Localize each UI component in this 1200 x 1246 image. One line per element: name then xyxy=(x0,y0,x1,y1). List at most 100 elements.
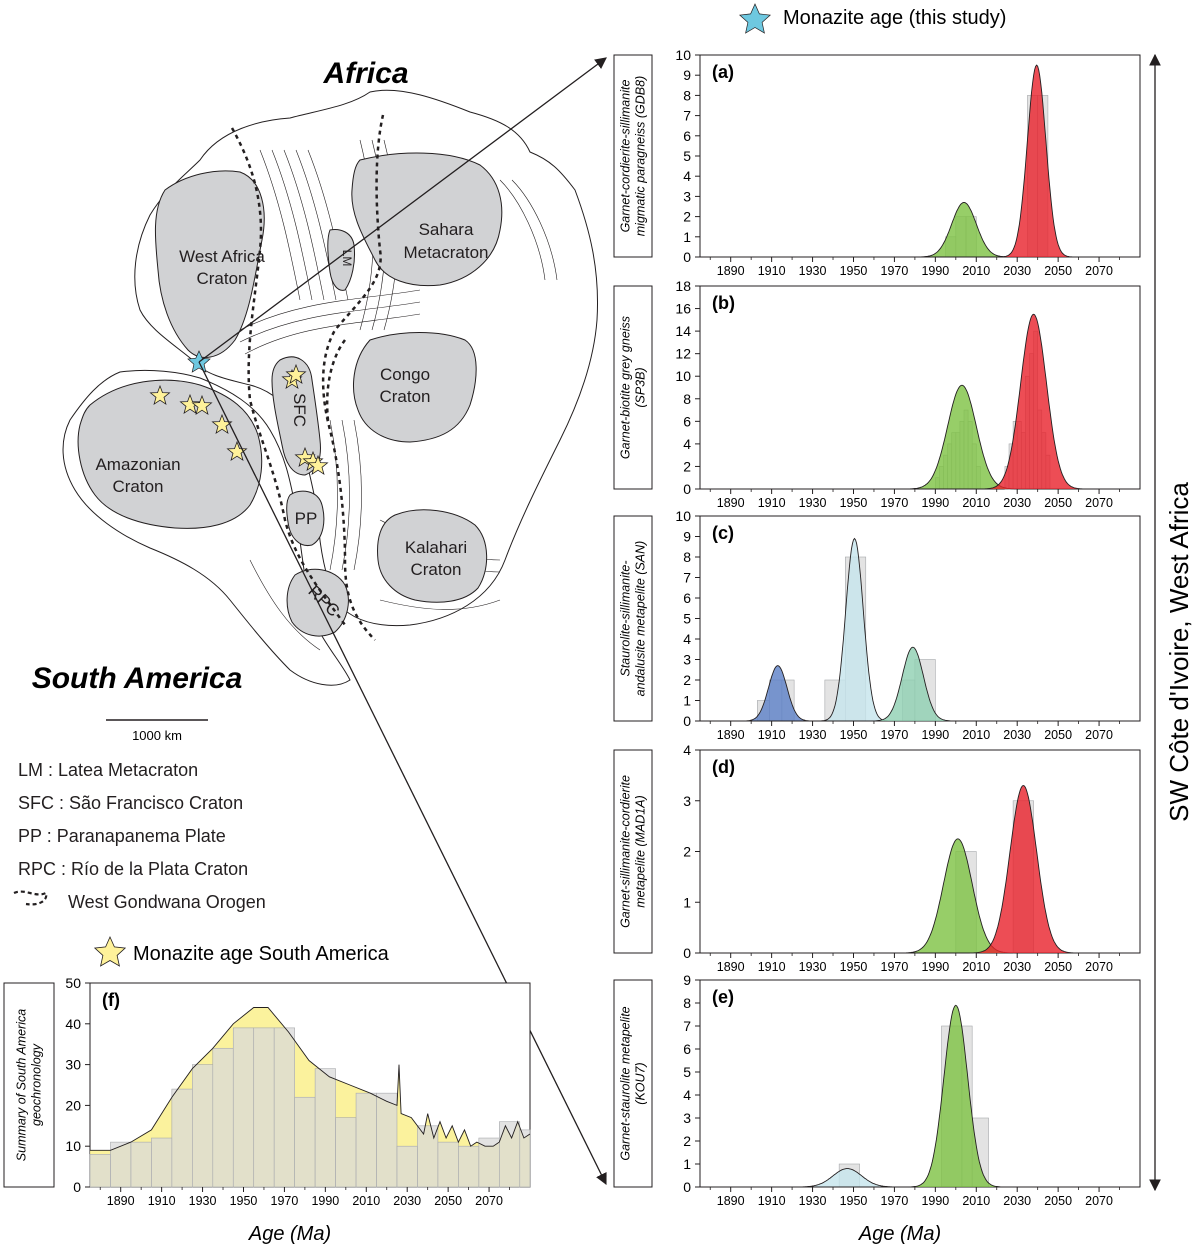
x-tick-label: 1950 xyxy=(840,1194,868,1208)
ylabel-box xyxy=(3,982,55,1188)
x-tick-label: 1890 xyxy=(717,496,745,510)
density-area-red xyxy=(700,785,1140,953)
y-axis-label: (KOU7) xyxy=(634,1062,648,1104)
y-tick-label: 3 xyxy=(683,793,691,809)
legend-this-study: Monazite age (this study) xyxy=(738,3,1006,34)
y-tick-label: 8 xyxy=(683,995,691,1011)
x-tick-label: 1910 xyxy=(758,264,786,278)
histogram-bar xyxy=(151,1137,173,1188)
histogram-bar xyxy=(499,1121,521,1188)
histogram-bar xyxy=(458,1145,480,1188)
histogram-bar xyxy=(478,1137,500,1188)
ylabel-box xyxy=(613,749,653,954)
x-tick-label: 1910 xyxy=(148,1194,176,1208)
blue-star-icon xyxy=(738,3,772,34)
legend-south-america: Monazite age South America xyxy=(93,936,390,967)
histogram-bar xyxy=(89,1154,111,1188)
y-axis-label: Summary of South America xyxy=(15,1009,29,1161)
x-tick-label: 1950 xyxy=(840,496,868,510)
density-curve-teal xyxy=(700,646,1140,722)
y-tick-label: 3 xyxy=(683,1110,691,1126)
plot-frame xyxy=(699,749,1141,954)
density-curve-red xyxy=(700,785,1140,954)
x-tick-label: 2070 xyxy=(475,1194,503,1208)
x-tick-label: 1950 xyxy=(840,264,868,278)
legend-south-america-label: Monazite age South America xyxy=(133,943,390,965)
abbr-rpc: RPC : Río de la Plata Craton xyxy=(18,859,248,879)
histogram-bar xyxy=(192,1064,214,1188)
label-pp: PP xyxy=(295,509,318,528)
kalahari-craton xyxy=(377,509,488,603)
legend-this-study-label: Monazite age (this study) xyxy=(783,7,1006,29)
x-tick-label: 2010 xyxy=(962,264,990,278)
y-tick-label: 1 xyxy=(683,1156,691,1172)
histogram-bar xyxy=(171,1088,193,1188)
x-tick-label: 2050 xyxy=(1044,728,1072,742)
y-tick-label: 9 xyxy=(683,972,691,988)
x-tick-label: 2050 xyxy=(434,1194,462,1208)
x-tick-label: 2010 xyxy=(962,960,990,974)
y-tick-label: 2 xyxy=(683,1133,691,1149)
x-tick-label: 1950 xyxy=(230,1194,258,1208)
y-tick-label: 4 xyxy=(683,436,691,452)
y-tick-label: 7 xyxy=(683,1018,691,1034)
y-tick-label: 50 xyxy=(65,975,81,991)
y-tick-label: 10 xyxy=(675,47,691,63)
chart-panel-c: Staurolite-sillimanite-andalusite metape… xyxy=(613,508,1141,742)
x-tick-label: 2070 xyxy=(1085,264,1113,278)
chart-panel-a: Garnet-cordierite-sillimanite migmatic pa… xyxy=(613,47,1141,278)
x-tick-label: 1990 xyxy=(921,496,949,510)
south-america-monazite-stars xyxy=(149,363,329,476)
y-tick-label: 4 xyxy=(683,742,691,758)
x-tick-label: 1970 xyxy=(881,264,909,278)
y-tick-label: 6 xyxy=(683,1041,691,1057)
histogram-bar xyxy=(294,1096,316,1188)
ylabel-box xyxy=(613,54,653,258)
x-tick-label: 1930 xyxy=(799,1194,827,1208)
x-tick-label: 1930 xyxy=(189,1194,217,1208)
y-tick-label: 5 xyxy=(683,1064,691,1080)
x-tick-label: 1930 xyxy=(799,728,827,742)
west-gondwana-orogen-lines xyxy=(230,114,385,641)
y-tick-label: 0 xyxy=(73,1179,81,1195)
x-tick-label: 1930 xyxy=(799,496,827,510)
x-tick-label: 1990 xyxy=(921,728,949,742)
sao-francisco-craton xyxy=(271,356,321,476)
x-tick-label: 2030 xyxy=(1003,728,1031,742)
y-tick-label: 7 xyxy=(683,570,691,586)
abbr-pp: PP : Paranapanema Plate xyxy=(18,826,226,846)
abbr-orogen: West Gondwana Orogen xyxy=(68,892,266,912)
y-tick-label: 0 xyxy=(683,713,691,729)
label-craton-2: Craton xyxy=(379,387,430,406)
x-tick-label: 2070 xyxy=(1085,1194,1113,1208)
x-tick-label: 1990 xyxy=(921,960,949,974)
x-tick-label: 1910 xyxy=(758,1194,786,1208)
chart-panel-e: Garnet-staurolite metapelite (KOU7) 0 1 2 3 4 5… xyxy=(613,972,1141,1245)
density-area-red xyxy=(700,314,1140,489)
x-tick-label: 1910 xyxy=(758,496,786,510)
y-tick-label: 9 xyxy=(683,529,691,545)
x-tick-label: 1990 xyxy=(921,1194,949,1208)
panel-label: (a) xyxy=(712,62,734,82)
y-tick-label: 12 xyxy=(675,346,691,362)
y-tick-label: 6 xyxy=(683,413,691,429)
cratons xyxy=(77,152,503,637)
x-tick-label: 2030 xyxy=(1003,1194,1031,1208)
x-tick-label: 2010 xyxy=(962,496,990,510)
panel-label: (d) xyxy=(712,757,735,777)
x-tick-label: 1890 xyxy=(717,264,745,278)
x-tick-label: 2030 xyxy=(1003,496,1031,510)
histogram-bar xyxy=(212,1047,234,1188)
x-tick-label: 1990 xyxy=(921,264,949,278)
chart-panels: Garnet-cordierite-sillimanite migmatic pa… xyxy=(3,47,1141,1245)
y-tick-label: 5 xyxy=(683,611,691,627)
y-tick-label: 0 xyxy=(683,481,691,497)
x-tick-label: 2070 xyxy=(1085,960,1113,974)
summary-density-curve xyxy=(90,1007,531,1151)
x-tick-label: 1970 xyxy=(881,496,909,510)
y-tick-label: 8 xyxy=(683,549,691,565)
label-west-africa: West Africa xyxy=(179,247,265,266)
x-tick-label: 1930 xyxy=(799,960,827,974)
histogram-bar xyxy=(273,1027,295,1188)
